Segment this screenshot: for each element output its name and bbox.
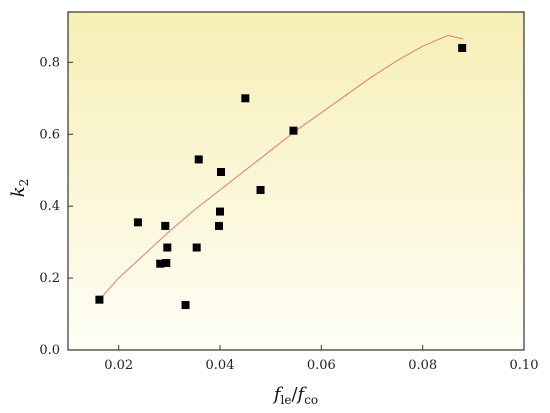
data-point-4	[161, 221, 170, 230]
data-point-8	[192, 243, 201, 252]
data-point-11	[216, 207, 224, 216]
x-tick-label: 0.04	[206, 358, 235, 373]
x-axis-title-sub: le	[281, 393, 292, 407]
x-tick-label: 0.02	[104, 358, 133, 373]
x-tick-label: 0.10	[510, 358, 539, 373]
data-points-layer	[95, 43, 467, 310]
x-axis-title-sub2: co	[304, 393, 318, 407]
y-axis-ticks: 0.0 0.2 0.4 0.6 0.8	[39, 55, 73, 358]
y-axis-title: k2	[8, 179, 31, 198]
x-tick-label: 0.08	[408, 358, 437, 373]
x-axis-title: fle/fco	[272, 384, 318, 407]
y-axis-title-main: k	[8, 186, 29, 197]
x-tick-label: 0.06	[307, 358, 336, 373]
fit-curve-layer	[99, 34, 464, 300]
data-point-3	[156, 259, 165, 268]
data-point-16	[458, 43, 467, 52]
data-point-10	[214, 221, 223, 230]
y-tick-label: 0.0	[39, 343, 60, 358]
data-point-9	[194, 155, 203, 164]
data-point-2	[133, 218, 142, 227]
y-axis-title-sub: 2	[17, 179, 31, 187]
data-point-7	[181, 301, 190, 310]
y-tick-label: 0.8	[39, 55, 60, 70]
y-tick-label: 0.4	[39, 199, 60, 214]
data-point-5	[162, 258, 171, 267]
data-point-15	[289, 126, 298, 135]
plot-background	[68, 12, 524, 350]
x-axis-title-sep: /	[291, 384, 298, 405]
x-axis-ticks: 0.02 0.04 0.06 0.08 0.10	[104, 345, 538, 373]
y-tick-label: 0.2	[39, 271, 60, 286]
data-point-6	[163, 243, 172, 252]
fit-curve-line	[99, 34, 464, 300]
data-point-1	[95, 295, 104, 304]
data-point-12	[217, 168, 226, 177]
y-tick-label: 0.6	[39, 127, 60, 142]
data-point-14	[256, 185, 265, 194]
plot-frame	[67, 11, 525, 351]
data-point-13	[241, 94, 250, 103]
